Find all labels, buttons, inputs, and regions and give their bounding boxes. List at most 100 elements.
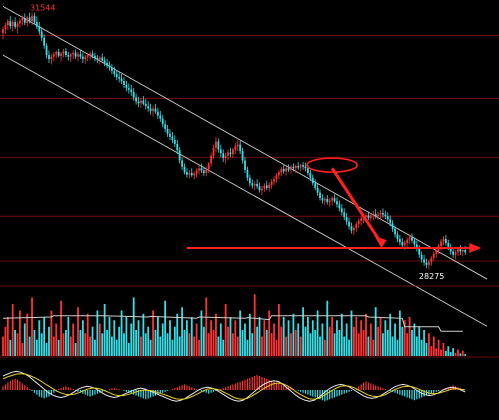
volume-bar xyxy=(246,339,249,356)
volume-bar xyxy=(154,330,157,356)
candle-body xyxy=(294,165,297,169)
volume-bar xyxy=(21,343,24,356)
candle-body xyxy=(365,215,367,217)
candle-body xyxy=(285,168,288,172)
candle-body xyxy=(420,254,423,260)
candle-body xyxy=(169,133,171,137)
candle-body xyxy=(323,198,326,201)
candle-body xyxy=(171,136,174,140)
volume-bar xyxy=(67,317,70,356)
volume-bar xyxy=(382,333,384,356)
candle-body xyxy=(98,57,101,60)
candle-body xyxy=(430,257,433,262)
volume-bar xyxy=(343,336,346,356)
candle-body xyxy=(21,18,24,21)
candle-body xyxy=(314,183,317,188)
volume-bar xyxy=(33,330,36,356)
volume-bar xyxy=(251,333,254,356)
macd-dea-line xyxy=(2,373,466,400)
candle-body xyxy=(302,165,304,167)
candle-body xyxy=(234,146,237,150)
candle-body xyxy=(297,165,300,168)
volume-bar xyxy=(186,320,188,356)
candle-body xyxy=(45,45,48,56)
candle-body xyxy=(382,213,384,215)
candle-body xyxy=(253,183,256,186)
candle-body xyxy=(31,15,33,22)
candle-body xyxy=(161,118,164,125)
volume-bar xyxy=(127,343,130,356)
high-price-label: 31544 xyxy=(30,3,55,12)
volume-bar xyxy=(38,320,41,356)
volume-bar xyxy=(311,320,314,356)
candle-body xyxy=(350,226,353,231)
volume-bar xyxy=(31,297,33,356)
candle-body xyxy=(74,52,77,57)
volume-bar xyxy=(161,323,164,356)
volume-bar xyxy=(183,330,186,356)
candle-body xyxy=(166,128,169,134)
annotations xyxy=(186,157,482,254)
candle-body xyxy=(411,237,413,241)
candle-body xyxy=(391,223,394,229)
candle-body xyxy=(57,51,60,56)
volume-bar xyxy=(215,313,217,356)
volume-bar xyxy=(125,317,128,356)
volume-bar xyxy=(142,313,145,356)
volume-bar xyxy=(6,317,9,356)
volume-bar xyxy=(282,317,285,356)
candle-body xyxy=(331,198,334,201)
volume-bar xyxy=(459,353,462,356)
candle-body xyxy=(6,21,9,26)
volume-bar xyxy=(108,317,111,356)
candle-body xyxy=(215,141,217,148)
candle-body xyxy=(205,169,208,173)
candle-body xyxy=(273,179,275,182)
candle-body xyxy=(229,152,232,155)
volume-bar xyxy=(377,326,379,356)
candle-body xyxy=(183,166,186,173)
volume-bar xyxy=(111,336,113,356)
volume-bar xyxy=(258,317,261,356)
candle-body xyxy=(241,150,244,161)
candle-body xyxy=(464,249,467,253)
volume-bar xyxy=(401,326,404,356)
volume-bar xyxy=(2,336,4,356)
candle-body xyxy=(415,244,418,249)
candle-body xyxy=(345,216,348,222)
candle-body xyxy=(190,172,193,176)
volume-bar xyxy=(386,330,389,356)
trend-channel xyxy=(2,5,488,327)
candle-body xyxy=(244,160,246,170)
volume-bar xyxy=(62,333,65,356)
volume-bar xyxy=(273,323,275,356)
candle-body xyxy=(340,208,343,213)
volume-bar xyxy=(14,330,16,356)
candle-body xyxy=(328,200,331,203)
volume-bar xyxy=(360,320,363,356)
candle-body xyxy=(227,152,229,156)
candle-body xyxy=(181,160,183,167)
candle-body xyxy=(379,213,382,215)
volume-bar xyxy=(316,310,319,356)
volume-bar xyxy=(294,330,297,356)
candle-body xyxy=(33,15,36,23)
candle-body xyxy=(459,249,462,252)
volume-bar xyxy=(156,317,159,356)
channel-line-upper xyxy=(2,5,488,280)
candle-body xyxy=(164,124,167,129)
candle-body xyxy=(452,251,455,255)
volume-bar xyxy=(457,349,459,356)
candle-body xyxy=(357,220,360,225)
candle-body xyxy=(23,18,26,23)
candle-body xyxy=(2,29,4,34)
candle-body xyxy=(444,238,447,243)
volume-bar xyxy=(297,323,300,356)
volume-bar xyxy=(440,349,442,356)
volume-bar xyxy=(449,352,452,356)
support-arrow-head xyxy=(469,243,482,254)
candle-body xyxy=(113,70,116,74)
volume-bar xyxy=(123,333,125,356)
volume-bar xyxy=(304,326,307,356)
trend-arrow-line xyxy=(330,167,382,243)
